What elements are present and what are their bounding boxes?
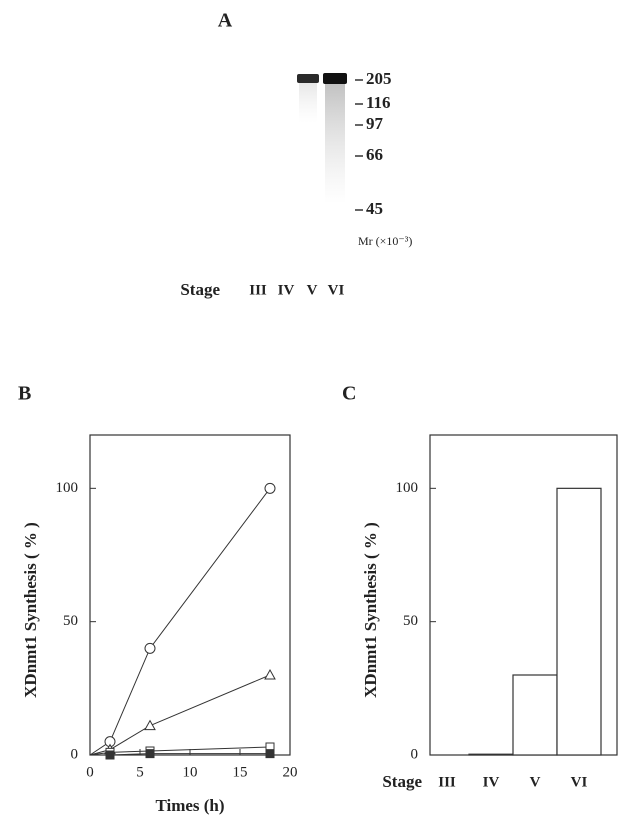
data-point: [145, 721, 155, 730]
lane-label: V: [307, 282, 318, 298]
x-tick-label: III: [438, 774, 456, 790]
y-tick-label: 50: [403, 613, 418, 629]
x-axis-label: Times (h): [155, 796, 224, 815]
y-axis-label: XDnmt1 Synthesis ( % ): [21, 522, 40, 698]
y-tick-label: 50: [63, 613, 78, 629]
x-tick-label: 10: [183, 764, 198, 780]
lane-label: III: [249, 282, 267, 298]
bar: [469, 754, 513, 755]
x-tick-label: 0: [86, 764, 94, 780]
bar: [557, 488, 601, 755]
stage-label: Stage: [180, 280, 220, 299]
x-tick-label: VI: [571, 774, 588, 790]
gel-smear: [325, 84, 345, 204]
y-axis-label: XDnmt1 Synthesis ( % ): [361, 522, 380, 698]
gel-unit: Mr (×10⁻³): [358, 234, 412, 248]
y-tick-label: 100: [396, 480, 419, 496]
data-point: [265, 483, 275, 493]
series-line: [90, 488, 270, 755]
x-tick-label: 20: [283, 764, 298, 780]
y-tick-label: 0: [71, 746, 79, 762]
marker-label: 116: [366, 93, 391, 112]
x-tick-label: 15: [233, 764, 248, 780]
marker-label: 66: [366, 145, 383, 164]
x-tick-label: 5: [136, 764, 144, 780]
gel-smear: [299, 83, 317, 123]
data-point: [265, 670, 275, 679]
lane-label: VI: [328, 282, 345, 298]
x-axis-label: Stage: [382, 772, 422, 791]
data-point: [106, 751, 114, 759]
marker-label: 45: [366, 199, 383, 218]
panel-label: B: [18, 383, 31, 405]
page: {"gel":{"label":"A","markers":[205,116,9…: [0, 0, 618, 830]
gel-band: [297, 74, 319, 83]
x-tick-label: IV: [483, 774, 500, 790]
figure: A Mr (×10⁻³) Stage 205116976645IIIIVVVIB…: [0, 0, 618, 830]
panel-label: A: [218, 10, 233, 32]
data-point: [145, 643, 155, 653]
marker-label: 205: [366, 69, 392, 88]
y-tick-label: 0: [411, 746, 419, 762]
y-tick-label: 100: [56, 480, 79, 496]
panel-label: C: [342, 383, 356, 405]
data-point: [146, 750, 154, 758]
marker-label: 97: [366, 114, 384, 133]
gel-band: [323, 73, 347, 84]
lane-label: IV: [278, 282, 295, 298]
series-line: [90, 675, 270, 755]
bar: [513, 675, 557, 755]
x-tick-label: V: [530, 774, 541, 790]
data-point: [266, 750, 274, 758]
